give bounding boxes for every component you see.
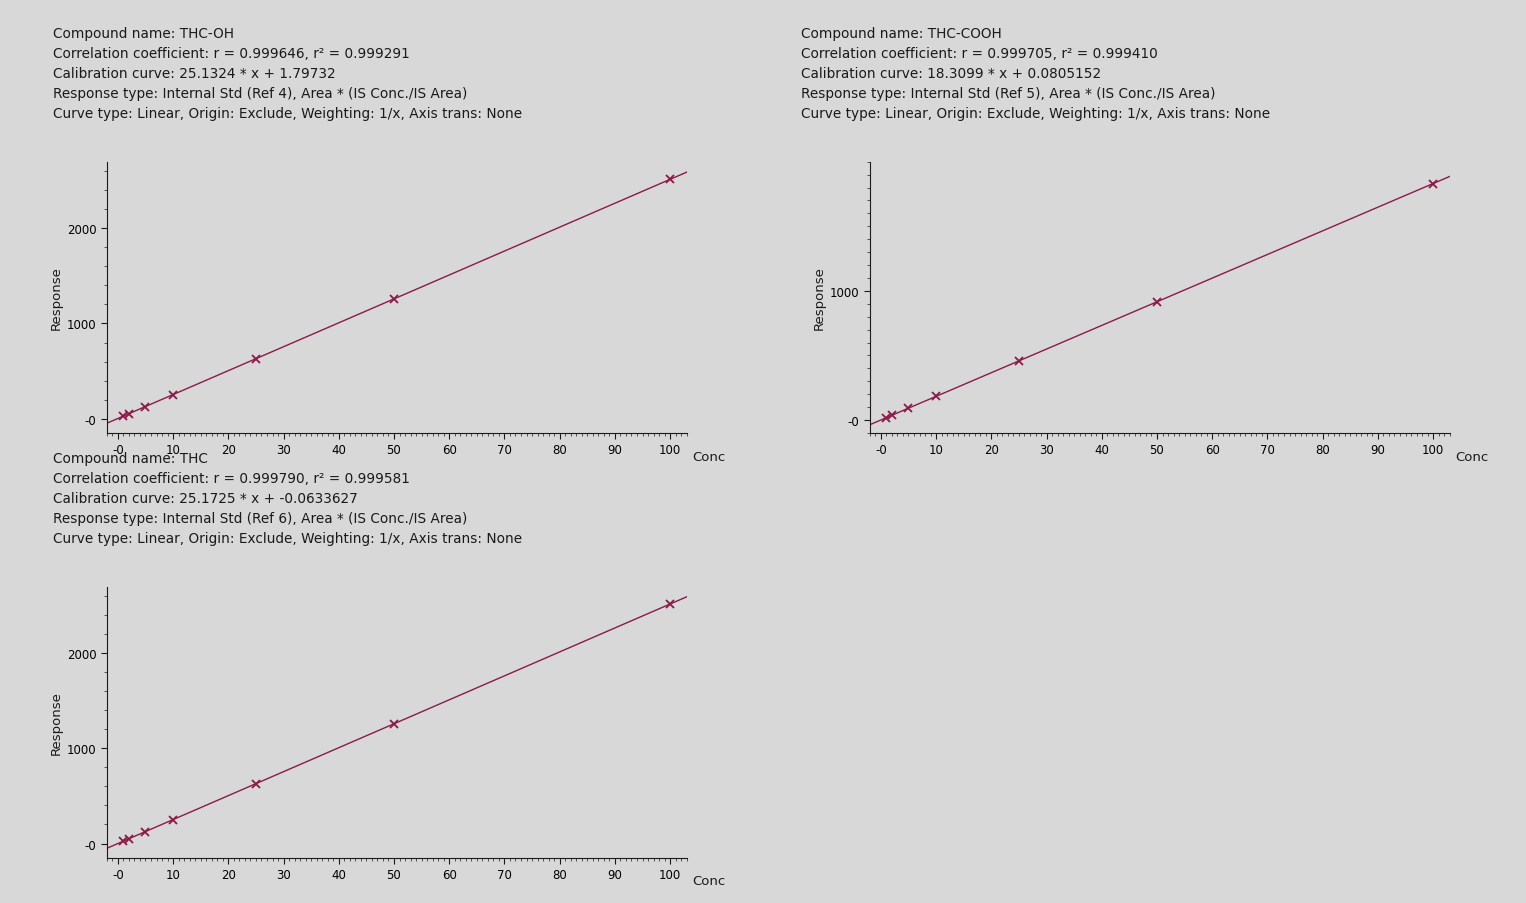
Text: Conc: Conc: [1456, 450, 1488, 463]
Y-axis label: Response: Response: [50, 691, 63, 754]
Text: Compound name: THC
Correlation coefficient: r = 0.999790, r² = 0.999581
Calibrat: Compound name: THC Correlation coefficie…: [53, 452, 522, 545]
Text: Conc: Conc: [693, 874, 725, 888]
Text: Conc: Conc: [693, 450, 725, 463]
Y-axis label: Response: Response: [813, 266, 826, 330]
Text: Compound name: THC-OH
Correlation coefficient: r = 0.999646, r² = 0.999291
Calib: Compound name: THC-OH Correlation coeffi…: [53, 27, 522, 121]
Text: Compound name: THC-COOH
Correlation coefficient: r = 0.999705, r² = 0.999410
Cal: Compound name: THC-COOH Correlation coef…: [801, 27, 1270, 121]
Y-axis label: Response: Response: [50, 266, 63, 330]
